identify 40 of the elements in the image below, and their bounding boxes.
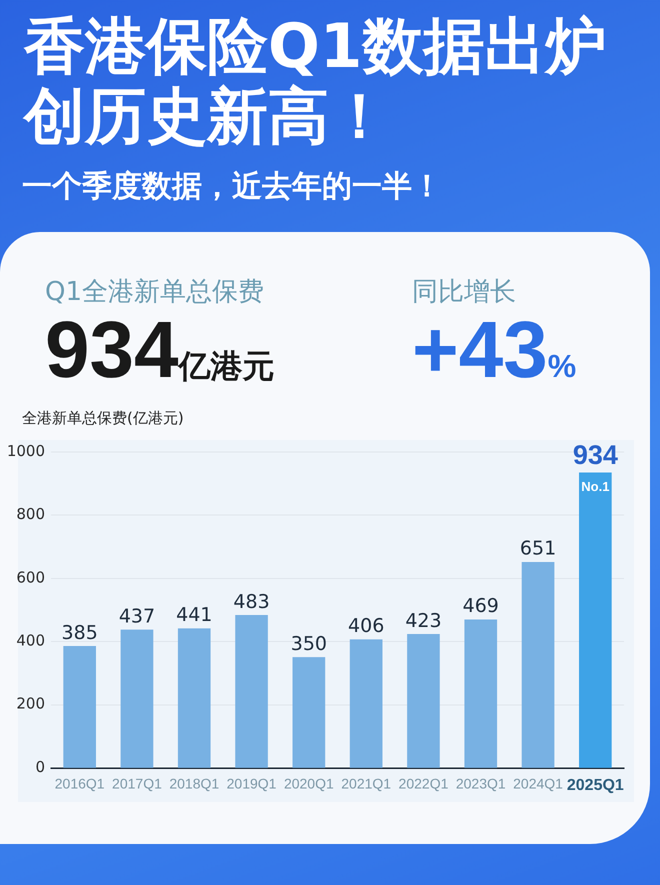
x-tick-label: 2018Q1 (169, 775, 220, 792)
y-axis-title: 全港新单总保费(亿港元) (22, 409, 184, 428)
data-label: 483 (233, 590, 270, 613)
y-tick-label: 400 (16, 631, 45, 650)
data-label: 406 (348, 615, 384, 638)
bar (407, 634, 440, 768)
bar (235, 615, 268, 768)
x-tick-label: 2021Q1 (341, 775, 392, 792)
x-tick-label: 2025Q1 (566, 777, 624, 794)
y-tick-label: 200 (16, 694, 45, 713)
data-label: 385 (62, 622, 98, 644)
data-label: 651 (520, 538, 556, 560)
x-tick-label: 2020Q1 (284, 775, 334, 792)
bar (292, 657, 326, 768)
data-label: 437 (118, 605, 156, 628)
data-label: 350 (290, 632, 327, 655)
data-label: 441 (176, 604, 212, 626)
chart-subtitle: 一个季度数据，近去年的一半！ (22, 168, 442, 206)
x-tick-label: 2024Q1 (513, 775, 564, 792)
y-tick-label: 0 (35, 758, 45, 776)
bar (579, 472, 612, 768)
x-tick-label: 2023Q1 (456, 775, 506, 792)
x-tick-label: 2017Q1 (112, 775, 162, 792)
bar (350, 639, 382, 768)
data-label: 934 (572, 440, 618, 470)
data-label: 423 (405, 610, 442, 632)
bar (178, 628, 211, 768)
y-tick-label: 1000 (6, 442, 45, 460)
chart-title: 香港保险Q1数据出炉创历史新高！ (24, 11, 608, 152)
x-tick-label: 2019Q1 (226, 775, 277, 792)
bar (464, 619, 498, 768)
y-tick-label: 600 (16, 568, 45, 586)
bar (522, 562, 554, 768)
x-tick-label: 2022Q1 (398, 775, 449, 792)
x-tick-label: 2016Q1 (54, 775, 105, 792)
bar (63, 646, 96, 768)
bar (120, 630, 154, 768)
data-label: 469 (462, 595, 499, 618)
y-tick-label: 800 (16, 505, 45, 524)
annotation: No.1 (581, 478, 610, 494)
